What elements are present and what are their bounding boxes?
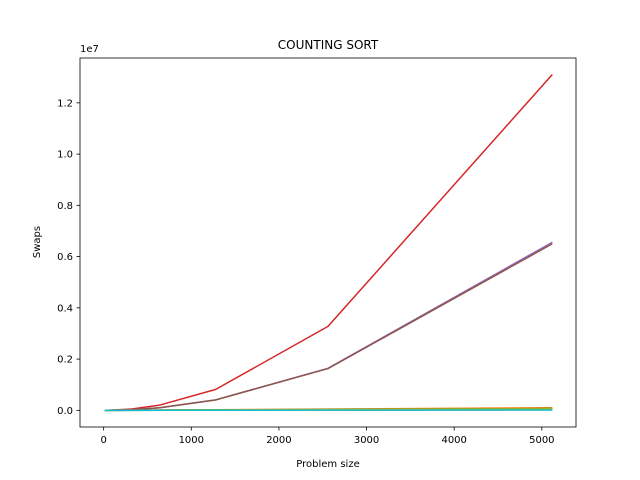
series-line-6 bbox=[104, 243, 553, 412]
x-tick-label: 2000 bbox=[266, 435, 291, 446]
y-offset-text: 1e7 bbox=[80, 44, 99, 55]
x-tick-label: 4000 bbox=[441, 435, 466, 446]
x-tick-label: 1000 bbox=[179, 435, 204, 446]
y-tick-label: 0.8 bbox=[57, 201, 73, 212]
series-layer bbox=[104, 73, 553, 412]
y-axis-ticks: 0.0 0.2 0.4 0.6 0.8 1.0 1.2 bbox=[57, 98, 80, 417]
y-tick-label: 1.2 bbox=[57, 98, 73, 109]
x-axis-label: Problem size bbox=[296, 459, 359, 470]
y-tick-label: 1.0 bbox=[57, 150, 73, 161]
chart-title: COUNTING SORT bbox=[278, 38, 379, 52]
x-tick-label: 5000 bbox=[529, 435, 554, 446]
y-tick-label: 0.0 bbox=[57, 406, 73, 417]
x-tick-label: 3000 bbox=[354, 435, 379, 446]
y-tick-label: 0.4 bbox=[57, 303, 73, 314]
y-tick-label: 0.2 bbox=[57, 355, 73, 366]
x-axis-ticks: 0 1000 2000 3000 4000 5000 bbox=[100, 427, 555, 446]
series-line-4 bbox=[104, 73, 553, 412]
x-tick-label: 0 bbox=[100, 435, 106, 446]
y-tick-label: 0.6 bbox=[57, 252, 73, 263]
plot-frame bbox=[79, 57, 577, 428]
y-axis-label: Swaps bbox=[32, 226, 43, 258]
